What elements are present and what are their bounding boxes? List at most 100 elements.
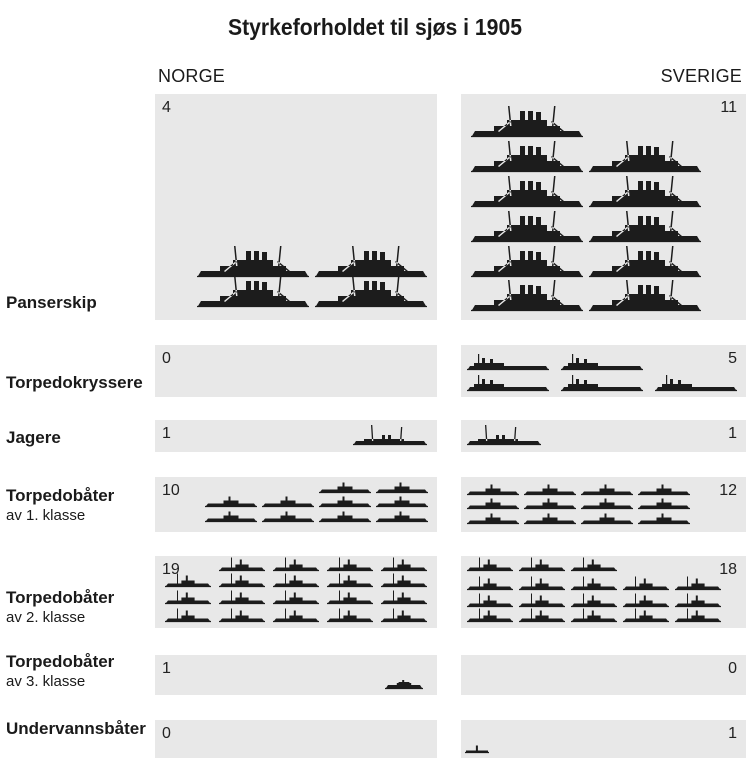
ship-sverige-big xyxy=(590,280,700,310)
ship-norge-tb1 xyxy=(377,496,427,506)
ship-norge-tb1 xyxy=(320,482,370,492)
ship-sverige-big xyxy=(472,106,582,136)
ship-sverige-tb1 xyxy=(525,498,575,508)
ship-norge-tb1 xyxy=(320,496,370,506)
panel-sverige xyxy=(461,420,746,452)
ship-sverige-tb1 xyxy=(639,484,689,494)
ship-sverige-tb1 xyxy=(582,513,632,523)
count-norge: 1 xyxy=(162,660,171,677)
ship-sverige-tb2 xyxy=(520,557,564,570)
ship-norge-tb3 xyxy=(386,680,422,688)
ship-norge-tb1 xyxy=(320,511,370,521)
category-name: Torpedobåter xyxy=(6,486,115,505)
ship-norge-tb2 xyxy=(166,608,210,621)
panel-sverige xyxy=(461,720,746,758)
category-label: Jagere xyxy=(6,428,61,448)
ship-sverige-cruiser xyxy=(468,375,548,390)
category-label: Panserskip xyxy=(6,293,97,313)
count-sverige: 11 xyxy=(720,99,737,116)
ship-norge-tb2 xyxy=(220,573,264,586)
ship-norge-tb2 xyxy=(274,608,318,621)
ship-sverige-tb2 xyxy=(520,576,564,589)
category-name: Undervannsbåter xyxy=(6,719,146,738)
ship-sverige-tb2 xyxy=(572,576,616,589)
ship-sverige-cruiser xyxy=(562,354,642,369)
country-label-norge: NORGE xyxy=(158,66,226,86)
count-sverige: 1 xyxy=(728,425,737,442)
ship-norge-tb2 xyxy=(382,590,426,603)
ship-sverige-tb2 xyxy=(624,593,668,606)
ship-sverige-cruiser xyxy=(656,375,736,390)
count-sverige: 12 xyxy=(719,482,737,499)
ship-norge-tb1 xyxy=(377,511,427,521)
ship-sverige-tb2 xyxy=(676,608,720,621)
panel-norge xyxy=(155,94,437,320)
ship-sverige-tb2 xyxy=(572,557,616,570)
ship-norge-tb2 xyxy=(328,557,372,570)
ship-sverige-tb1 xyxy=(525,484,575,494)
panel-norge xyxy=(155,345,437,397)
ship-sverige-big xyxy=(472,211,582,241)
ship-sverige-tb2 xyxy=(676,593,720,606)
ship-sverige-tb1 xyxy=(525,513,575,523)
ship-norge-tb2 xyxy=(328,590,372,603)
count-sverige: 0 xyxy=(728,660,737,677)
ship-norge-tb2 xyxy=(382,557,426,570)
ship-norge-big xyxy=(316,276,426,306)
ship-sverige-destroyer xyxy=(468,425,540,444)
category-name: Jagere xyxy=(6,428,61,447)
category-label: Torpedobåter av 3. klasse xyxy=(6,652,114,692)
ship-norge-tb2 xyxy=(220,590,264,603)
category-name: Torpedobåter xyxy=(6,652,115,671)
ship-sverige-tb1 xyxy=(468,498,518,508)
ship-sverige-sub xyxy=(466,745,488,752)
ship-norge-tb2 xyxy=(274,557,318,570)
count-norge: 0 xyxy=(162,725,171,742)
ship-norge-tb2 xyxy=(382,573,426,586)
count-norge: 4 xyxy=(162,99,171,116)
ship-sverige-tb2 xyxy=(468,576,512,589)
ship-sverige-tb2 xyxy=(520,593,564,606)
count-sverige: 1 xyxy=(728,725,737,742)
ship-sverige-big xyxy=(590,246,700,276)
ship-sverige-tb2 xyxy=(468,593,512,606)
ship-norge-big xyxy=(198,246,308,276)
category-subname: av 2. klasse xyxy=(6,609,86,626)
ship-norge-tb2 xyxy=(220,557,264,570)
ship-sverige-tb2 xyxy=(468,608,512,621)
category-subname: av 3. klasse xyxy=(6,673,86,690)
ship-norge-big xyxy=(316,246,426,276)
category-label: Torpedokryssere xyxy=(6,373,143,393)
ship-norge-tb2 xyxy=(328,608,372,621)
ship-sverige-tb1 xyxy=(639,513,689,523)
count-norge: 10 xyxy=(162,482,180,499)
count-norge: 0 xyxy=(162,350,171,367)
ship-sverige-big xyxy=(590,176,700,206)
ship-norge-tb2 xyxy=(382,608,426,621)
ship-sverige-tb2 xyxy=(624,576,668,589)
ship-sverige-tb2 xyxy=(572,593,616,606)
ship-norge-tb1 xyxy=(206,496,256,506)
ship-sverige-big xyxy=(590,211,700,241)
ship-norge-tb2 xyxy=(166,590,210,603)
ship-sverige-big xyxy=(472,176,582,206)
category-label: Undervannsbåter xyxy=(6,719,146,739)
count-sverige: 18 xyxy=(719,561,737,578)
ship-sverige-tb1 xyxy=(582,484,632,494)
ship-norge-tb2 xyxy=(328,573,372,586)
ship-norge-tb2 xyxy=(166,573,210,586)
ship-sverige-cruiser xyxy=(562,375,642,390)
country-label-sverige: SVERIGE xyxy=(660,66,742,86)
ship-norge-big xyxy=(198,276,308,306)
category-subname: av 1. klasse xyxy=(6,507,86,524)
category-label: Torpedobåter av 1. klasse xyxy=(6,486,114,526)
ship-sverige-tb1 xyxy=(582,498,632,508)
ship-norge-tb1 xyxy=(377,482,427,492)
ship-norge-tb1 xyxy=(263,496,313,506)
ship-sverige-tb1 xyxy=(468,513,518,523)
ship-sverige-big xyxy=(472,280,582,310)
ship-norge-destroyer xyxy=(354,425,426,444)
ship-norge-tb1 xyxy=(263,511,313,521)
ship-sverige-big xyxy=(590,141,700,171)
